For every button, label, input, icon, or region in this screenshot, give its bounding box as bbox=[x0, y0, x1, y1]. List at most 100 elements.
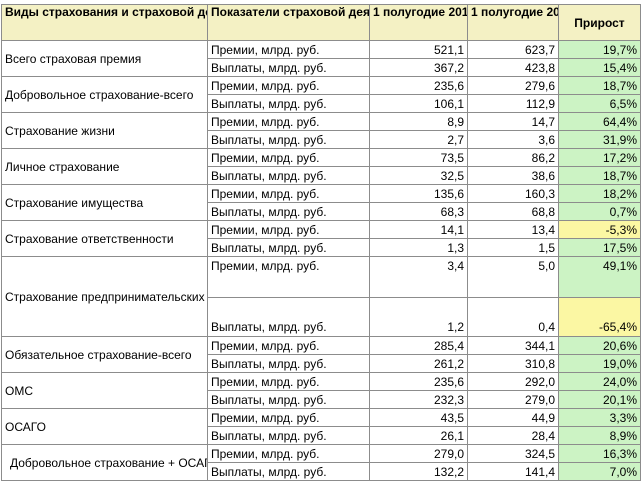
insurance-table: Виды страхования и страховой деятельност… bbox=[1, 4, 641, 481]
indicator-cell: Премии, млрд. руб. bbox=[207, 40, 370, 59]
table-row: ОСАГО Премии, млрд. руб. 43,5 44,9 3,3% bbox=[1, 408, 641, 445]
indicator-cell: Выплаты, млрд. руб. bbox=[207, 166, 370, 185]
value-2010: 1,2 bbox=[369, 297, 468, 337]
group-label: ОСАГО bbox=[1, 408, 208, 445]
table-row: Страхование ответственности Премии, млрд… bbox=[1, 220, 641, 257]
value-2010: 235,6 bbox=[369, 76, 468, 95]
indicator-cell: Выплаты, млрд. руб. bbox=[207, 202, 370, 221]
growth-cell: 20,6% bbox=[558, 336, 641, 355]
value-2010: 106,1 bbox=[369, 94, 468, 113]
indicator-cell: Премии, млрд. руб. bbox=[207, 372, 370, 391]
growth-cell: 20,1% bbox=[558, 390, 641, 409]
growth-cell: 49,1% bbox=[558, 256, 641, 298]
value-2010: 132,2 bbox=[369, 462, 468, 481]
indicator-cell: Выплаты, млрд. руб. bbox=[207, 130, 370, 149]
indicator-cell: Премии, млрд. руб. bbox=[207, 220, 370, 239]
value-2010: 14,1 bbox=[369, 220, 468, 239]
value-2011: 1,5 bbox=[467, 238, 559, 257]
table-header-row: Виды страхования и страховой деятельност… bbox=[1, 4, 641, 41]
growth-cell: 17,5% bbox=[558, 238, 641, 257]
indicator-cell: Премии, млрд. руб. bbox=[207, 408, 370, 427]
growth-cell: 15,4% bbox=[558, 58, 641, 77]
value-2010: 73,5 bbox=[369, 148, 468, 167]
table-row: Выплаты, млрд. руб. 1,2 0,4 -65,4% bbox=[2, 297, 641, 337]
table-row: Выплаты, млрд. руб. 26,1 28,4 8,9% bbox=[2, 426, 641, 445]
value-2011: 112,9 bbox=[467, 94, 559, 113]
group-label: ОМС bbox=[1, 372, 208, 409]
indicator-cell: Выплаты, млрд. руб. bbox=[207, 238, 370, 257]
value-2011: 28,4 bbox=[467, 426, 559, 445]
table-row: Выплаты, млрд. руб. 232,3 279,0 20,1% bbox=[2, 390, 641, 409]
value-2011: 141,4 bbox=[467, 462, 559, 481]
header-period1: 1 полугодие 2010 bbox=[369, 4, 468, 41]
value-2011: 423,8 bbox=[467, 58, 559, 77]
table-row: Всего страховая премия Премии, млрд. руб… bbox=[1, 40, 641, 77]
growth-cell: 8,9% bbox=[558, 426, 641, 445]
growth-cell: 19,0% bbox=[558, 354, 641, 373]
value-2010: 68,3 bbox=[369, 202, 468, 221]
growth-cell: 19,7% bbox=[558, 40, 641, 59]
table-row: Добровольное страхование-всего Премии, м… bbox=[1, 76, 641, 113]
value-2010: 2,7 bbox=[369, 130, 468, 149]
table-row: Личное страхование Премии, млрд. руб. 73… bbox=[1, 148, 641, 185]
value-2011: 0,4 bbox=[467, 297, 559, 337]
group-label: Обязательное страхование-всего bbox=[1, 336, 208, 373]
value-2011: 3,6 bbox=[467, 130, 559, 149]
indicator-cell: Выплаты, млрд. руб. bbox=[207, 297, 370, 337]
indicator-cell: Выплаты, млрд. руб. bbox=[207, 426, 370, 445]
growth-cell: 0,7% bbox=[558, 202, 641, 221]
indicator-cell: Выплаты, млрд. руб. bbox=[207, 390, 370, 409]
growth-cell: 6,5% bbox=[558, 94, 641, 113]
indicator-cell: Премии, млрд. руб. bbox=[207, 336, 370, 355]
indicator-cell: Выплаты, млрд. руб. bbox=[207, 354, 370, 373]
growth-cell: 17,2% bbox=[558, 148, 641, 167]
growth-cell: -5,3% bbox=[558, 220, 641, 239]
group-label: Страхование жизни bbox=[1, 112, 208, 149]
header-indicator: Показатели страховой деятельности bbox=[207, 4, 370, 41]
table-row: Обязательное страхование-всего Премии, м… bbox=[1, 336, 641, 373]
value-2011: 86,2 bbox=[467, 148, 559, 167]
group-label: Личное страхование bbox=[1, 148, 208, 185]
indicator-cell: Выплаты, млрд. руб. bbox=[207, 94, 370, 113]
growth-cell: 18,2% bbox=[558, 184, 641, 203]
value-2011: 44,9 bbox=[467, 408, 559, 427]
value-2010: 43,5 bbox=[369, 408, 468, 427]
value-2011: 13,4 bbox=[467, 220, 559, 239]
value-2010: 3,4 bbox=[369, 256, 468, 298]
group-label: Страхование ответственности bbox=[1, 220, 208, 257]
group-label: Добровольное страхование + ОСАГО bbox=[1, 444, 208, 481]
growth-cell: 3,3% bbox=[558, 408, 641, 427]
growth-cell: 7,0% bbox=[558, 462, 641, 481]
indicator-cell: Премии, млрд. руб. bbox=[207, 148, 370, 167]
growth-cell: 18,7% bbox=[558, 166, 641, 185]
group-label: Страхование имущества bbox=[1, 184, 208, 221]
indicator-cell: Премии, млрд. руб. bbox=[207, 184, 370, 203]
value-2010: 26,1 bbox=[369, 426, 468, 445]
value-2010: 1,3 bbox=[369, 238, 468, 257]
value-2010: 232,3 bbox=[369, 390, 468, 409]
group-label: Страхование предпринимательских и финанс… bbox=[1, 256, 208, 337]
header-kind: Виды страхования и страховой деятельност… bbox=[1, 4, 208, 41]
table-row: Выплаты, млрд. руб. 32,5 38,6 18,7% bbox=[2, 166, 641, 185]
value-2010: 235,6 bbox=[369, 372, 468, 391]
table-row: Выплаты, млрд. руб. 68,3 68,8 0,7% bbox=[2, 202, 641, 221]
value-2011: 38,6 bbox=[467, 166, 559, 185]
value-2011: 279,6 bbox=[467, 76, 559, 95]
value-2010: 521,1 bbox=[369, 40, 468, 59]
table-row: Выплаты, млрд. руб. 1,3 1,5 17,5% bbox=[2, 238, 641, 257]
value-2011: 292,0 bbox=[467, 372, 559, 391]
table-row: Выплаты, млрд. руб. 261,2 310,8 19,0% bbox=[2, 354, 641, 373]
growth-cell: 64,4% bbox=[558, 112, 641, 131]
value-2010: 261,2 bbox=[369, 354, 468, 373]
value-2010: 32,5 bbox=[369, 166, 468, 185]
value-2011: 14,7 bbox=[467, 112, 559, 131]
value-2010: 135,6 bbox=[369, 184, 468, 203]
value-2011: 68,8 bbox=[467, 202, 559, 221]
table-row: Страхование имущества Премии, млрд. руб.… bbox=[1, 184, 641, 221]
indicator-cell: Выплаты, млрд. руб. bbox=[207, 58, 370, 77]
growth-cell: -65,4% bbox=[558, 297, 641, 337]
indicator-cell: Премии, млрд. руб. bbox=[207, 256, 370, 298]
table-row: Страхование жизни Премии, млрд. руб. 8,9… bbox=[1, 112, 641, 149]
indicator-cell: Выплаты, млрд. руб. bbox=[207, 462, 370, 481]
growth-cell: 18,7% bbox=[558, 76, 641, 95]
